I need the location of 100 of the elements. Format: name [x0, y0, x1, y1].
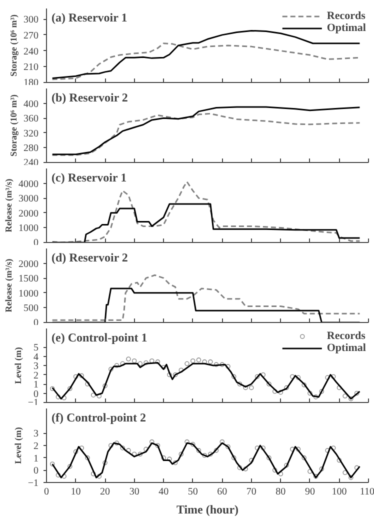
legend-label: Optimal — [326, 342, 366, 354]
point — [308, 469, 312, 474]
x-tick-label: 110 — [360, 486, 374, 498]
point — [56, 394, 61, 400]
point — [278, 390, 284, 395]
y-tick-label: 2 — [34, 441, 38, 452]
point — [178, 452, 184, 457]
legend-label: Records — [326, 330, 366, 342]
point — [144, 446, 148, 452]
point — [319, 389, 324, 394]
point — [102, 383, 108, 388]
point — [102, 460, 108, 466]
point — [231, 455, 236, 460]
x-tick-label: 70 — [246, 486, 256, 498]
point — [284, 462, 289, 468]
point — [108, 366, 114, 372]
point — [50, 462, 55, 466]
point — [302, 382, 306, 388]
point — [348, 396, 354, 402]
y-tick-label: −1 — [28, 478, 38, 489]
point — [290, 446, 295, 452]
y-tick-label: 500 — [24, 303, 38, 314]
y-axis-title: Storage (10⁶ m³) — [8, 14, 18, 76]
point — [325, 375, 330, 380]
x-tick-label: 10 — [70, 486, 81, 498]
point — [114, 440, 120, 446]
chart-title: (a) Reservoir 1 — [52, 10, 128, 24]
y-tick-label: 2000 — [18, 208, 38, 220]
legend-label: Records — [326, 10, 366, 22]
point — [243, 466, 248, 472]
point — [172, 372, 178, 378]
point — [290, 374, 295, 379]
point — [260, 446, 266, 450]
y-tick-label: 1000 — [18, 288, 38, 300]
point — [325, 448, 330, 453]
point — [79, 373, 84, 378]
point — [208, 452, 213, 457]
y-axis-title: Level (m) — [12, 427, 23, 464]
point — [144, 360, 148, 366]
y-tick-label: 210 — [24, 62, 38, 74]
point — [202, 452, 207, 458]
x-tick-label: 40 — [158, 486, 169, 498]
point — [249, 458, 254, 463]
y-tick-label: 2 — [34, 370, 38, 382]
point — [313, 394, 318, 400]
point — [214, 362, 219, 367]
y-axis-title: Storage (10⁶ m³) — [8, 94, 18, 156]
y-axis-title: Release (m³/s) — [4, 178, 14, 232]
point — [155, 443, 160, 448]
x-tick-label: 100 — [332, 486, 347, 498]
point — [190, 442, 196, 447]
y-tick-label: 300 — [24, 14, 38, 26]
point — [108, 443, 114, 448]
y-tick-label: 1 — [34, 380, 38, 390]
point — [73, 449, 78, 454]
y-tick-label: 0 — [34, 388, 38, 400]
point — [138, 361, 143, 366]
y-tick-label: 3 — [34, 428, 38, 440]
line-series — [52, 362, 360, 400]
point — [302, 455, 306, 460]
point — [196, 448, 202, 453]
y-tick-label: 1500 — [18, 274, 38, 285]
point — [114, 363, 120, 368]
x-tick-label: 0 — [44, 486, 49, 498]
line-series — [52, 442, 360, 478]
point — [220, 362, 225, 367]
point — [266, 382, 272, 386]
y-tick-label: 3 — [34, 361, 38, 372]
point — [226, 444, 230, 450]
x-tick-label: 90 — [304, 486, 315, 498]
point — [50, 386, 55, 392]
chart-title: (d) Reservoir 2 — [52, 250, 128, 264]
x-tick-label: 20 — [100, 486, 110, 498]
chart-title: (f) Control-point 2 — [52, 410, 146, 424]
y-tick-label: 4000 — [18, 178, 38, 190]
point — [296, 446, 301, 452]
y-tick-label: 280 — [24, 143, 38, 154]
point — [319, 466, 324, 472]
point — [348, 475, 354, 480]
point — [73, 374, 78, 379]
point — [243, 385, 248, 390]
y-tick-label: 270 — [24, 30, 38, 42]
point — [231, 374, 236, 379]
point — [138, 452, 143, 457]
point — [120, 446, 126, 450]
x-tick-label: 50 — [188, 486, 198, 498]
y-tick-label: 5 — [34, 342, 38, 354]
point — [272, 389, 278, 394]
y-tick-label: 400 — [24, 98, 38, 110]
y-tick-label: 3000 — [18, 194, 38, 205]
chart-title: (e) Control-point 1 — [52, 330, 148, 344]
y-tick-label: 320 — [24, 128, 38, 140]
y-tick-label: 0 — [34, 466, 38, 477]
point — [336, 458, 342, 463]
point — [167, 456, 172, 462]
point — [149, 439, 154, 444]
chart-title: (b) Reservoir 2 — [52, 90, 128, 104]
y-tick-label: 1 — [34, 453, 38, 464]
legend-label: Optimal — [326, 22, 366, 34]
point — [354, 390, 360, 396]
